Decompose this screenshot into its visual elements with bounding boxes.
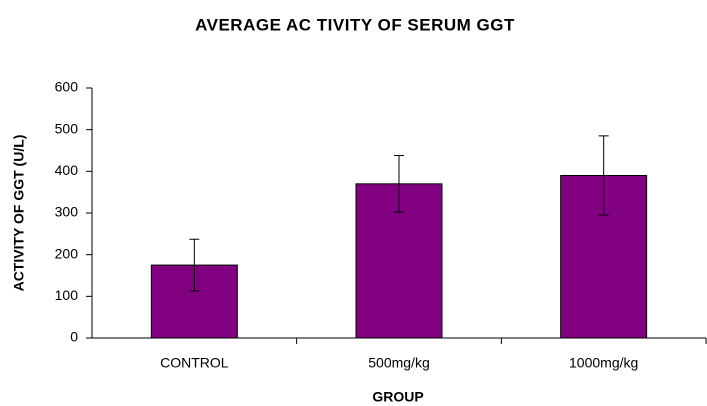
y-tick-label: 200 <box>55 245 79 261</box>
error-bar <box>189 238 200 292</box>
x-tick-label: 1000mg/kg <box>569 355 638 371</box>
y-tick-label: 300 <box>55 204 79 220</box>
y-tick-label: 0 <box>70 329 78 345</box>
y-tick-label: 100 <box>55 287 79 303</box>
y-tick-label: 600 <box>55 79 79 95</box>
error-bar <box>394 155 404 213</box>
chart-title: AVERAGE AC TIVITY OF SERUM GGT <box>195 15 515 34</box>
x-tick-label: 500mg/kg <box>368 355 429 371</box>
error-bar <box>598 135 609 216</box>
y-axis-title: ACTIVITY OF GGT (U/L) <box>11 135 27 292</box>
x-axis-title: GROUP <box>372 389 423 405</box>
x-tick-label: CONTROL <box>160 355 229 371</box>
y-tick-label: 400 <box>55 162 79 178</box>
y-tick-label: 500 <box>55 120 79 136</box>
